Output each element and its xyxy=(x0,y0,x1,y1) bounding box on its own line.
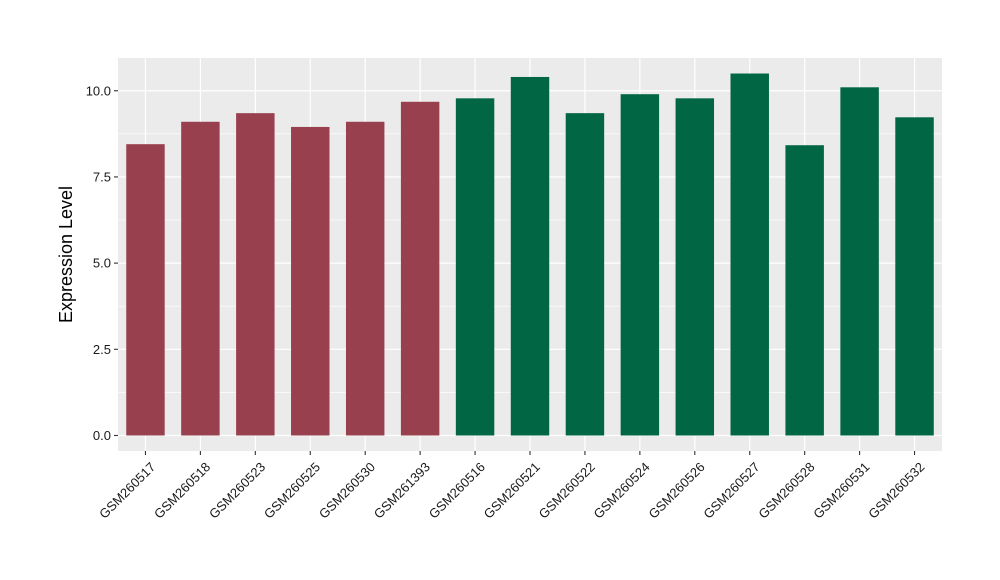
x-axis: GSM260517GSM260518GSM260523GSM260525GSM2… xyxy=(96,451,927,522)
y-axis-title: Expression Level xyxy=(56,186,76,323)
bar-gsm260524 xyxy=(620,94,660,436)
bar-gsm260518 xyxy=(181,121,220,436)
bar-gsm260521 xyxy=(510,76,550,436)
x-tick-label: GSM260530 xyxy=(316,459,378,521)
bar-gsm260531 xyxy=(840,87,879,436)
y-tick-label: 5.0 xyxy=(93,256,111,271)
bar-gsm260530 xyxy=(345,121,385,436)
bar-gsm261393 xyxy=(400,101,440,436)
x-tick-label: GSM260524 xyxy=(591,459,653,521)
y-axis: 0.0 2.5 5.0 7.5 10.0 xyxy=(86,83,118,443)
y-tick-label: 10.0 xyxy=(86,83,111,98)
x-tick-label: GSM260526 xyxy=(645,459,707,521)
bar-gsm260523 xyxy=(236,113,275,436)
x-tick-label: GSM260516 xyxy=(426,459,488,521)
bar-gsm260526 xyxy=(675,98,715,436)
y-tick-label: 7.5 xyxy=(93,169,111,184)
x-tick-label: GSM260517 xyxy=(96,459,158,521)
y-tick-label: 0.0 xyxy=(93,428,111,443)
x-tick-label: GSM260531 xyxy=(810,459,872,521)
x-tick-label: GSM261393 xyxy=(371,459,433,521)
bar-gsm260517 xyxy=(126,144,165,436)
bar-gsm260528 xyxy=(785,145,824,436)
y-tick-label: 2.5 xyxy=(93,342,111,357)
bar-gsm260516 xyxy=(455,98,495,436)
bar-gsm260525 xyxy=(291,126,330,436)
bar-gsm260522 xyxy=(565,113,605,436)
x-tick-label: GSM260527 xyxy=(700,459,762,521)
x-tick-label: GSM260525 xyxy=(261,459,323,521)
bar-gsm260527 xyxy=(730,73,769,436)
x-tick-label: GSM260528 xyxy=(755,459,817,521)
x-tick-label: GSM260532 xyxy=(865,459,927,521)
x-tick-label: GSM260521 xyxy=(481,459,543,521)
x-tick-label: GSM260523 xyxy=(206,459,268,521)
bars xyxy=(126,73,934,436)
bar-gsm260532 xyxy=(895,117,934,436)
x-tick-label: GSM260518 xyxy=(151,459,213,521)
x-tick-label: GSM260522 xyxy=(536,459,598,521)
